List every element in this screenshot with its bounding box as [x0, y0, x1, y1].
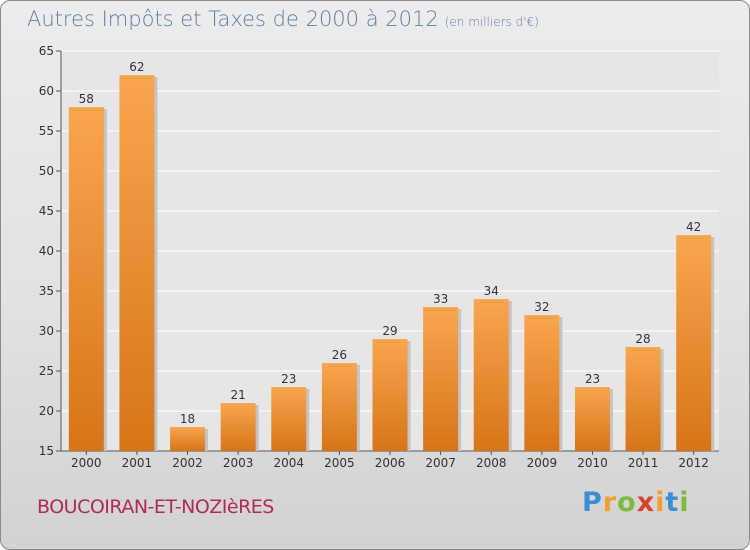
logo-letter: x [636, 487, 656, 518]
x-tick-label: 2005 [324, 456, 355, 470]
x-tick-label: 2004 [273, 456, 304, 470]
logo-letter: o [617, 487, 637, 518]
y-tick-label: 50 [39, 164, 54, 178]
y-tick-label: 55 [39, 124, 54, 138]
data-label: 21 [231, 388, 246, 402]
data-label: 23 [281, 372, 296, 386]
logo-letter: i [679, 487, 690, 518]
data-label: 28 [635, 332, 650, 346]
x-tick-label: 2003 [223, 456, 254, 470]
y-tick-label: 40 [39, 244, 54, 258]
bar [271, 387, 307, 451]
x-tick-label: 2001 [122, 456, 153, 470]
y-tick-label: 65 [39, 44, 54, 58]
x-tick-label: 2010 [577, 456, 608, 470]
title-text: Autres Impôts et Taxes de 2000 à 2012 [27, 7, 439, 31]
data-label: 23 [585, 372, 600, 386]
y-tick-label: 20 [39, 404, 54, 418]
logo-letter: i [655, 487, 666, 518]
bar [170, 427, 206, 451]
y-tick-label: 15 [39, 444, 54, 458]
y-tick-label: 30 [39, 324, 54, 338]
data-label: 18 [180, 412, 195, 426]
x-tick-label: 2002 [172, 456, 203, 470]
logo-letter: P [582, 487, 603, 518]
data-label: 34 [484, 284, 499, 298]
chart-title: Autres Impôts et Taxes de 2000 à 2012 (en… [27, 7, 539, 31]
data-label: 26 [332, 348, 347, 362]
data-label: 58 [79, 92, 94, 106]
data-label: 42 [686, 220, 701, 234]
bar [372, 339, 408, 451]
y-tick-label: 35 [39, 284, 54, 298]
y-tick-label: 45 [39, 204, 54, 218]
x-tick-label: 2008 [476, 456, 507, 470]
x-tick-label: 2000 [71, 456, 102, 470]
data-label: 62 [129, 60, 144, 74]
data-label: 33 [433, 292, 448, 306]
bar [119, 75, 155, 451]
bar [574, 387, 610, 451]
unit-note: (en milliers d'€) [444, 15, 539, 29]
location-name: BOUCOIRAN-ET-NOZIèRES [37, 496, 274, 518]
x-tick-label: 2006 [375, 456, 406, 470]
bar [220, 403, 256, 451]
data-label: 29 [382, 324, 397, 338]
bar [625, 347, 661, 451]
y-tick-label: 25 [39, 364, 54, 378]
x-tick-label: 2007 [425, 456, 456, 470]
proxiti-logo: Proxiti [582, 487, 690, 518]
bar [473, 299, 509, 451]
logo-letter: t [665, 487, 680, 518]
bar [68, 107, 104, 451]
x-tick-label: 2012 [678, 456, 709, 470]
bar [524, 315, 560, 451]
bar [423, 307, 459, 451]
x-tick-label: 2009 [527, 456, 558, 470]
data-label: 32 [534, 300, 549, 314]
x-tick-label: 2011 [628, 456, 659, 470]
logo-letter: r [602, 487, 618, 518]
bar [676, 235, 712, 451]
bar [321, 363, 357, 451]
y-tick-label: 60 [39, 84, 54, 98]
